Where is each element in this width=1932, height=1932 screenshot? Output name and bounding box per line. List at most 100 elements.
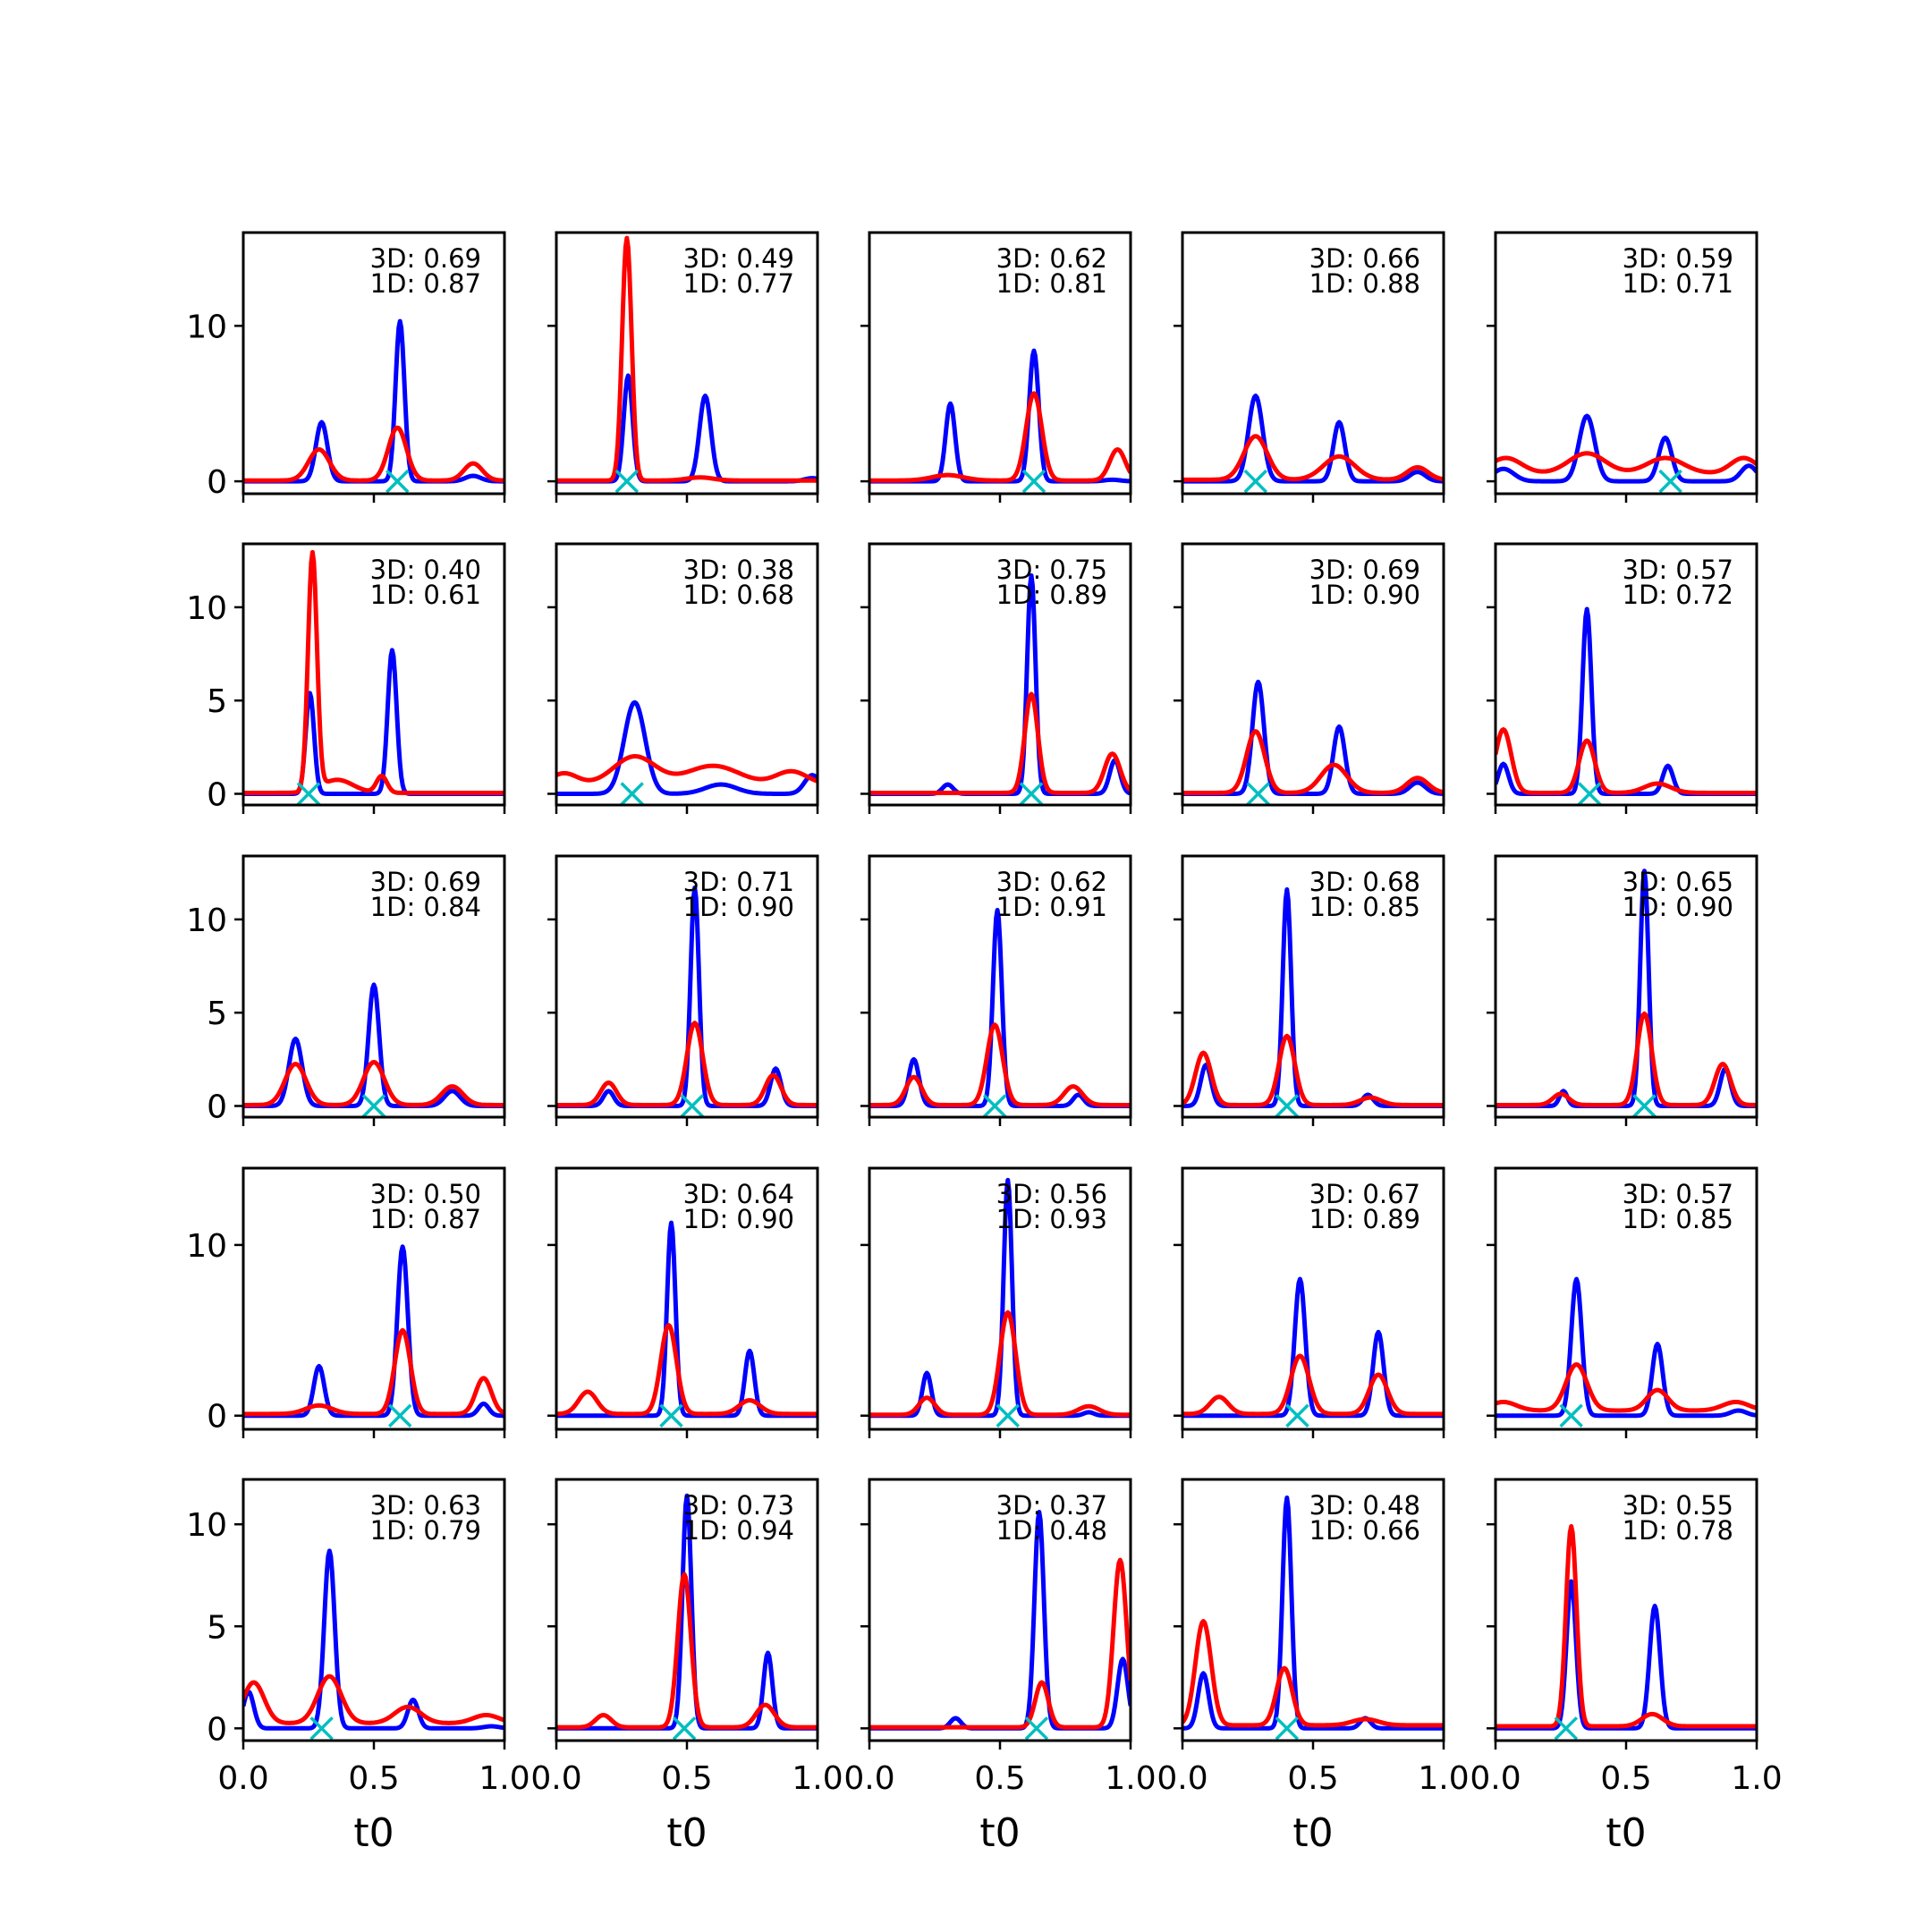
red-series-line bbox=[1496, 1011, 1757, 1107]
score-1d-label: 1D: 0.93 bbox=[996, 1204, 1107, 1234]
red-series-line bbox=[243, 549, 504, 795]
y-tick-label: 10 bbox=[186, 1228, 227, 1265]
red-series-line bbox=[556, 1021, 818, 1107]
blue-series-line bbox=[1182, 1276, 1444, 1419]
score-1d-label: 1D: 0.90 bbox=[1623, 892, 1733, 922]
ground-truth-x-marker bbox=[1577, 782, 1602, 806]
x-tick-label: 0.0 bbox=[530, 1760, 581, 1797]
score-3d-label: 3D: 0.65 bbox=[1623, 867, 1733, 897]
x-tick-label: 0.5 bbox=[348, 1760, 399, 1797]
score-1d-label: 1D: 0.66 bbox=[1309, 1515, 1420, 1546]
x-tick-label: 1.0 bbox=[792, 1760, 843, 1797]
x-tick-label: 0.0 bbox=[1157, 1760, 1208, 1797]
ground-truth-x-marker bbox=[614, 469, 640, 494]
red-series-line bbox=[869, 1022, 1131, 1107]
y-tick-label: 5 bbox=[207, 996, 227, 1032]
ground-truth-x-marker bbox=[309, 1716, 334, 1741]
score-3d-label: 3D: 0.55 bbox=[1623, 1490, 1733, 1521]
score-1d-label: 1D: 0.94 bbox=[683, 1515, 794, 1546]
red-series-line bbox=[1496, 1523, 1757, 1729]
score-3d-label: 3D: 0.66 bbox=[1309, 243, 1420, 274]
ground-truth-x-marker bbox=[982, 1094, 1007, 1118]
score-1d-label: 1D: 0.90 bbox=[1309, 580, 1420, 610]
score-1d-label: 1D: 0.78 bbox=[1623, 1515, 1733, 1546]
x-tick-label: 0.5 bbox=[1600, 1760, 1651, 1797]
red-series-line bbox=[243, 1327, 504, 1417]
score-3d-label: 3D: 0.62 bbox=[996, 867, 1107, 897]
score-1d-label: 1D: 0.81 bbox=[996, 268, 1107, 299]
blue-series-line bbox=[869, 1177, 1131, 1419]
blue-series-line bbox=[1182, 394, 1444, 484]
score-3d-label: 3D: 0.73 bbox=[683, 1490, 794, 1521]
score-3d-label: 3D: 0.49 bbox=[683, 243, 794, 274]
score-1d-label: 1D: 0.85 bbox=[1309, 892, 1420, 922]
red-series-line bbox=[556, 235, 818, 483]
score-3d-label: 3D: 0.50 bbox=[370, 1179, 481, 1209]
score-1d-label: 1D: 0.72 bbox=[1623, 580, 1733, 610]
blue-series-line bbox=[869, 907, 1131, 1108]
red-series-line bbox=[556, 1572, 818, 1730]
score-3d-label: 3D: 0.37 bbox=[996, 1490, 1107, 1521]
ground-truth-x-marker bbox=[1658, 469, 1682, 494]
score-3d-label: 3D: 0.68 bbox=[1309, 867, 1420, 897]
y-tick-label: 5 bbox=[207, 683, 227, 720]
x-tick-label: 1.0 bbox=[1105, 1760, 1156, 1797]
x-tick-label: 0.0 bbox=[843, 1760, 894, 1797]
score-1d-label: 1D: 0.89 bbox=[1309, 1204, 1420, 1234]
red-series-line bbox=[243, 1059, 504, 1107]
y-tick-label: 0 bbox=[207, 1399, 227, 1436]
score-1d-label: 1D: 0.90 bbox=[683, 1204, 794, 1234]
ground-truth-x-marker bbox=[1243, 469, 1267, 494]
red-series-line bbox=[1496, 451, 1757, 475]
ground-truth-x-marker bbox=[1019, 782, 1044, 806]
ground-truth-x-marker bbox=[680, 1094, 705, 1118]
score-3d-label: 3D: 0.71 bbox=[683, 867, 794, 897]
blue-series-line bbox=[1496, 1276, 1757, 1419]
score-1d-label: 1D: 0.85 bbox=[1623, 1204, 1733, 1234]
red-series-line bbox=[1182, 729, 1444, 795]
score-1d-label: 1D: 0.61 bbox=[370, 580, 481, 610]
y-tick-label: 5 bbox=[207, 1609, 227, 1646]
score-3d-label: 3D: 0.69 bbox=[370, 867, 481, 897]
red-series-line bbox=[1182, 1033, 1444, 1107]
score-1d-label: 1D: 0.88 bbox=[1309, 268, 1420, 299]
score-3d-label: 3D: 0.63 bbox=[370, 1490, 481, 1521]
blue-series-line bbox=[1182, 1496, 1444, 1731]
x-tick-label: 1.0 bbox=[1418, 1760, 1469, 1797]
x-tick-label: 0.5 bbox=[1287, 1760, 1338, 1797]
ground-truth-x-marker bbox=[1275, 1716, 1300, 1741]
score-3d-label: 3D: 0.64 bbox=[683, 1179, 794, 1209]
score-3d-label: 3D: 0.57 bbox=[1623, 555, 1733, 585]
x-tick-label: 0.0 bbox=[217, 1760, 268, 1797]
x-tick-label: 0.5 bbox=[661, 1760, 712, 1797]
score-3d-label: 3D: 0.69 bbox=[1309, 555, 1420, 585]
red-series-line bbox=[556, 754, 818, 784]
x-axis-label: t0 bbox=[979, 1810, 1020, 1856]
score-1d-label: 1D: 0.68 bbox=[683, 580, 794, 610]
score-3d-label: 3D: 0.48 bbox=[1309, 1490, 1420, 1521]
score-3d-label: 3D: 0.75 bbox=[996, 555, 1107, 585]
ground-truth-x-marker bbox=[296, 782, 321, 806]
x-axis-label: t0 bbox=[1292, 1810, 1333, 1856]
ground-truth-x-marker bbox=[1285, 1403, 1309, 1428]
score-1d-label: 1D: 0.87 bbox=[370, 268, 481, 299]
score-3d-label: 3D: 0.67 bbox=[1309, 1179, 1420, 1209]
red-series-line bbox=[556, 1323, 818, 1417]
